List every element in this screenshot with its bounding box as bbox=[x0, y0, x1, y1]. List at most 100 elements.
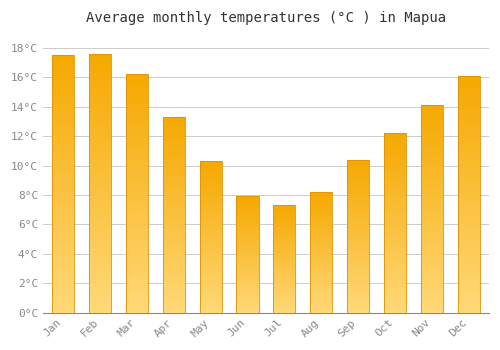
Bar bbox=[126, 223, 148, 224]
Bar bbox=[126, 189, 148, 190]
Bar bbox=[162, 187, 185, 188]
Bar bbox=[162, 214, 185, 215]
Bar bbox=[274, 266, 295, 267]
Bar bbox=[420, 177, 443, 178]
Bar bbox=[89, 278, 111, 279]
Bar bbox=[384, 280, 406, 281]
Bar bbox=[347, 176, 369, 177]
Bar bbox=[458, 234, 479, 236]
Bar bbox=[458, 229, 479, 230]
Bar bbox=[52, 261, 74, 262]
Bar bbox=[200, 203, 222, 204]
Bar bbox=[89, 97, 111, 98]
Bar bbox=[347, 307, 369, 308]
Bar bbox=[126, 118, 148, 120]
Bar bbox=[162, 129, 185, 130]
Bar bbox=[200, 219, 222, 220]
Bar bbox=[458, 207, 479, 209]
Bar bbox=[162, 173, 185, 174]
Bar bbox=[52, 256, 74, 257]
Bar bbox=[384, 286, 406, 287]
Bar bbox=[89, 238, 111, 239]
Bar bbox=[274, 309, 295, 310]
Bar bbox=[162, 309, 185, 310]
Bar bbox=[274, 275, 295, 276]
Bar bbox=[384, 268, 406, 269]
Bar bbox=[126, 266, 148, 267]
Bar bbox=[126, 248, 148, 250]
Bar bbox=[200, 270, 222, 271]
Bar bbox=[89, 252, 111, 253]
Bar bbox=[420, 142, 443, 144]
Bar bbox=[274, 291, 295, 292]
Bar bbox=[200, 234, 222, 236]
Bar bbox=[126, 88, 148, 89]
Bar bbox=[52, 199, 74, 201]
Bar bbox=[52, 302, 74, 304]
Bar bbox=[458, 128, 479, 129]
Bar bbox=[420, 151, 443, 152]
Bar bbox=[162, 290, 185, 291]
Bar bbox=[310, 289, 332, 290]
Bar bbox=[420, 116, 443, 117]
Bar bbox=[52, 127, 74, 129]
Bar bbox=[126, 148, 148, 149]
Bar bbox=[458, 130, 479, 132]
Bar bbox=[384, 238, 406, 239]
Bar bbox=[310, 282, 332, 283]
Bar bbox=[384, 180, 406, 181]
Bar bbox=[310, 249, 332, 250]
Bar bbox=[420, 257, 443, 258]
Bar bbox=[89, 165, 111, 166]
Bar bbox=[458, 113, 479, 114]
Bar bbox=[162, 275, 185, 276]
Bar bbox=[310, 253, 332, 254]
Bar bbox=[126, 76, 148, 77]
Bar bbox=[236, 214, 258, 215]
Bar bbox=[236, 199, 258, 200]
Bar bbox=[420, 125, 443, 126]
Bar bbox=[52, 130, 74, 131]
Bar bbox=[458, 76, 479, 313]
Bar bbox=[310, 296, 332, 297]
Bar bbox=[126, 306, 148, 307]
Bar bbox=[310, 295, 332, 296]
Bar bbox=[420, 286, 443, 287]
Bar bbox=[89, 243, 111, 244]
Bar bbox=[384, 304, 406, 306]
Bar bbox=[162, 257, 185, 258]
Bar bbox=[89, 230, 111, 231]
Bar bbox=[89, 299, 111, 300]
Bar bbox=[126, 133, 148, 134]
Bar bbox=[52, 193, 74, 194]
Bar bbox=[162, 146, 185, 147]
Bar bbox=[420, 176, 443, 177]
Bar bbox=[162, 256, 185, 257]
Bar bbox=[89, 164, 111, 165]
Bar bbox=[420, 229, 443, 230]
Bar bbox=[458, 144, 479, 145]
Bar bbox=[200, 208, 222, 209]
Bar bbox=[89, 267, 111, 269]
Bar bbox=[420, 248, 443, 250]
Bar bbox=[236, 270, 258, 271]
Bar bbox=[384, 287, 406, 288]
Bar bbox=[126, 96, 148, 97]
Bar bbox=[236, 282, 258, 283]
Bar bbox=[458, 179, 479, 180]
Bar bbox=[384, 143, 406, 144]
Bar bbox=[384, 144, 406, 145]
Bar bbox=[162, 131, 185, 132]
Bar bbox=[420, 275, 443, 276]
Bar bbox=[89, 106, 111, 107]
Bar bbox=[310, 261, 332, 262]
Bar bbox=[162, 303, 185, 304]
Bar bbox=[200, 300, 222, 301]
Bar bbox=[89, 191, 111, 192]
Bar bbox=[347, 299, 369, 300]
Bar bbox=[347, 293, 369, 294]
Bar bbox=[274, 230, 295, 231]
Bar bbox=[52, 306, 74, 308]
Bar bbox=[162, 305, 185, 306]
Bar bbox=[458, 174, 479, 175]
